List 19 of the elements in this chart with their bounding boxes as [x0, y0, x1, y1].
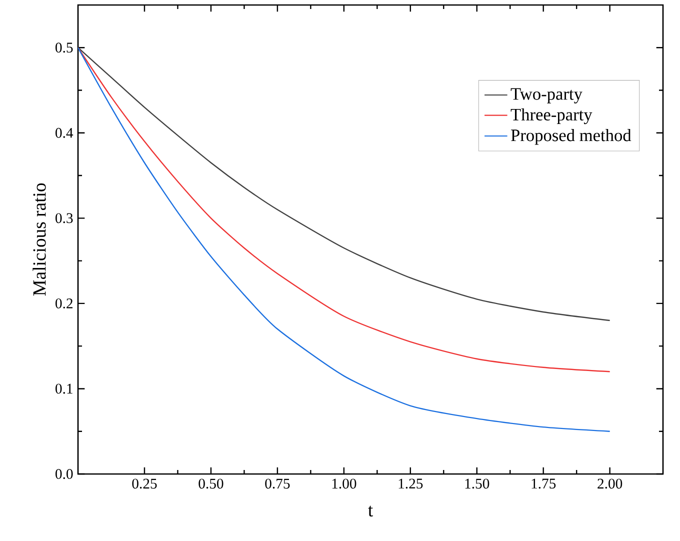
x-tick-label: 0.75 — [265, 478, 290, 489]
x-tick-label: 1.25 — [398, 478, 423, 489]
legend-label: Two-party — [510, 88, 582, 104]
y-tick-label: 0.5 — [56, 42, 73, 53]
x-tick-label: 0.25 — [132, 478, 157, 489]
x-tick-label: 1.50 — [465, 478, 490, 489]
x-tick-label: 2.00 — [598, 478, 622, 489]
x-axis-title: t — [368, 506, 373, 517]
y-axis-title: Malicious ratio — [32, 183, 46, 296]
x-tick-label: 0.50 — [198, 478, 224, 489]
y-tick-label: 0.2 — [56, 298, 72, 308]
legend-label: Three-party — [510, 108, 592, 124]
x-tick-label: 1.00 — [332, 478, 356, 489]
y-tick-label: 0.4 — [56, 128, 74, 138]
legend-label: Proposed method — [511, 129, 632, 145]
y-tick-label: 0.0 — [56, 469, 73, 479]
x-tick-label: 1.75 — [532, 478, 556, 489]
y-tick-label: 0.1 — [56, 384, 72, 394]
y-tick-label: 0.3 — [56, 213, 73, 224]
